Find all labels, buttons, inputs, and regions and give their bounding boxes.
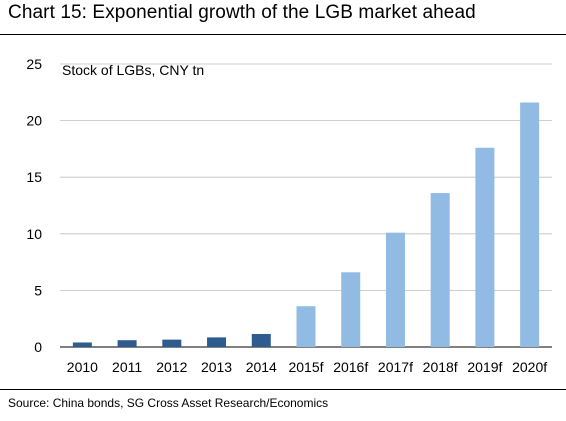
bar-2018f — [430, 193, 450, 347]
chart-title: Chart 15: Exponential growth of the LGB … — [8, 2, 476, 23]
bar-2020f — [520, 102, 540, 347]
x-tick-label: 2019f — [467, 359, 502, 375]
y-tick-label: 5 — [34, 282, 42, 298]
bar-2015f — [296, 306, 316, 347]
x-tick-label: 2020f — [512, 359, 547, 375]
bar-2010 — [72, 342, 92, 347]
x-tick-label: 2010 — [67, 359, 98, 375]
x-tick-label: 2013 — [201, 359, 232, 375]
x-tick-label: 2016f — [333, 359, 368, 375]
y-tick-label: 15 — [26, 169, 42, 185]
x-tick-label: 2014 — [246, 359, 277, 375]
bars — [72, 102, 540, 347]
y-tick-label: 10 — [26, 226, 42, 242]
x-tick-label: 2015f — [288, 359, 323, 375]
bar-2016f — [341, 272, 361, 347]
source-divider — [0, 389, 566, 390]
bar-2013 — [207, 337, 227, 347]
y-axis-label: Stock of LGBs, CNY tn — [62, 62, 204, 78]
bar-2019f — [475, 147, 495, 347]
bar-2017f — [385, 232, 405, 347]
y-axis-ticks: 0 5 10 15 20 25 — [26, 56, 42, 355]
y-tick-label: 0 — [34, 339, 42, 355]
bar-2014 — [251, 333, 271, 347]
y-tick-label: 25 — [26, 56, 42, 72]
x-tick-label: 2017f — [378, 359, 413, 375]
x-tick-label: 2018f — [423, 359, 458, 375]
bar-2012 — [162, 339, 182, 347]
y-tick-label: 20 — [26, 113, 42, 129]
x-axis-ticks: 2010 2011 2012 2013 2014 2015f 2016f 2017f 2018f… — [67, 359, 547, 375]
source-note: Source: China bonds, SG Cross Asset Rese… — [8, 396, 329, 410]
x-tick-label: 2011 — [112, 359, 142, 375]
title-divider — [0, 34, 566, 35]
x-tick-label: 2012 — [156, 359, 187, 375]
bar-2011 — [117, 340, 137, 347]
